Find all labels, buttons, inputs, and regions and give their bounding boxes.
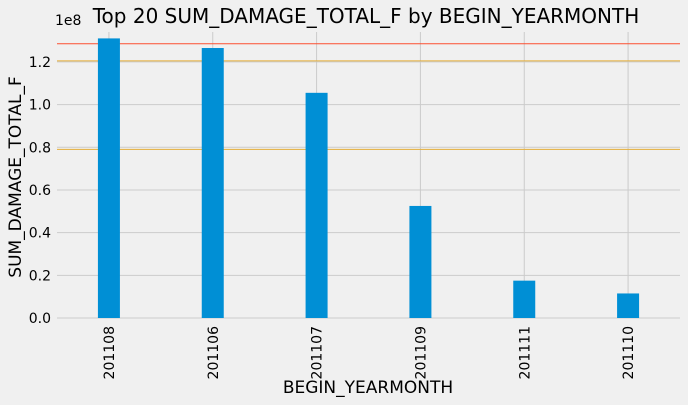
y-axis-label: SUM_DAMAGE_TOTAL_F — [6, 76, 26, 277]
bar — [513, 280, 536, 318]
bar — [201, 48, 224, 319]
x-tick-label: 201107 — [310, 326, 326, 379]
x-tick-label: 201108 — [102, 326, 118, 379]
y-tick-label: 1.2 — [29, 55, 51, 71]
bar — [305, 92, 328, 318]
reference-lines — [57, 43, 680, 150]
y-axis-ticks: 0.0 0.2 0.4 0.6 0.8 1.0 1.2 — [29, 55, 51, 327]
x-tick-label: 201106 — [206, 326, 222, 380]
bars — [97, 38, 640, 319]
bar — [617, 293, 640, 318]
x-tick-label: 201110 — [621, 326, 637, 379]
y-tick-label: 0.6 — [29, 183, 51, 199]
bar — [409, 205, 432, 318]
x-axis-ticks: 201108 201106 201107 201109 201111 201110 — [102, 326, 637, 380]
grid — [57, 32, 680, 319]
x-tick-label: 201111 — [517, 326, 533, 379]
y-tick-label: 1.0 — [29, 98, 51, 114]
y-tick-label: 0.4 — [29, 226, 51, 242]
y-tick-label: 0.2 — [29, 268, 51, 284]
y-tick-label: 0.8 — [29, 140, 51, 156]
bar — [97, 38, 120, 318]
y-axis-scale-label: 1e8 — [55, 13, 81, 29]
x-tick-label: 201109 — [413, 326, 429, 379]
chart-title: Top 20 SUM_DAMAGE_TOTAL_F by BEGIN_YEARM… — [92, 4, 640, 28]
x-axis-label: BEGIN_YEARMONTH — [283, 378, 453, 398]
y-tick-label: 0.0 — [29, 311, 51, 327]
